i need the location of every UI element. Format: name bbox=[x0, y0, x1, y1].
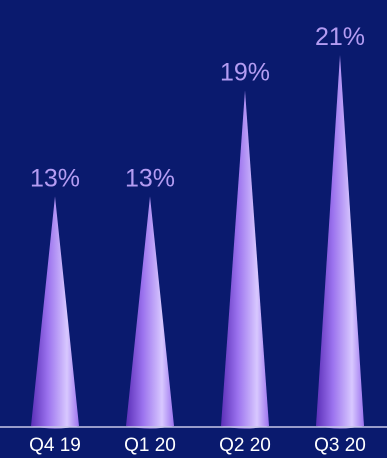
x-tick-label: Q4 19 bbox=[29, 435, 81, 456]
x-tick-labels: Q4 19 Q1 20 Q2 20 Q3 20 bbox=[29, 435, 366, 456]
x-tick-label: Q1 20 bbox=[124, 435, 176, 456]
data-label: 13% bbox=[125, 164, 175, 192]
data-label: 19% bbox=[220, 58, 270, 86]
data-label: 13% bbox=[30, 164, 80, 192]
x-tick-label: Q3 20 bbox=[314, 435, 366, 456]
bars-group bbox=[31, 55, 364, 429]
data-labels: 13% 13% 19% 21% bbox=[30, 23, 365, 192]
cone-bar bbox=[316, 55, 364, 429]
data-label: 21% bbox=[315, 23, 365, 51]
cone-bar bbox=[221, 90, 269, 429]
x-tick-label: Q2 20 bbox=[219, 435, 271, 456]
cone-bar bbox=[126, 196, 174, 429]
cone-bar bbox=[31, 196, 79, 429]
